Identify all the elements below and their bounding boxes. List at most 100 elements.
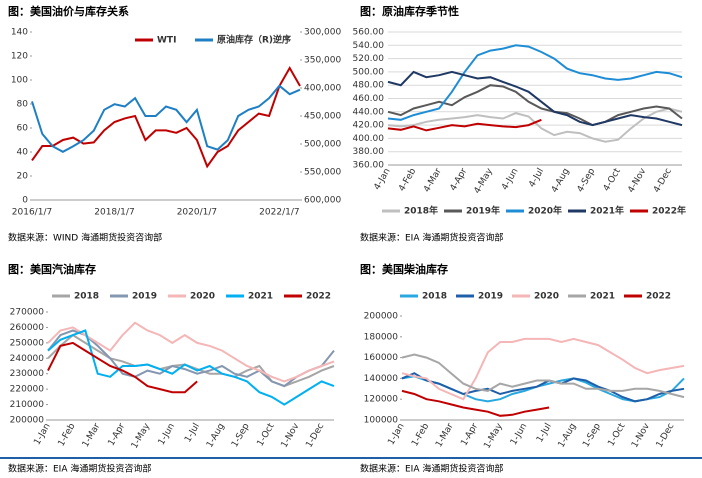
y2-tick-label: 600,000	[304, 196, 341, 206]
series-line	[31, 84, 301, 153]
y-tick-label: 210000	[10, 400, 45, 410]
y-tick-label: 230000	[10, 369, 45, 379]
legend-label: 2021	[590, 292, 615, 302]
y-tick-label: 20	[17, 172, 29, 182]
y-tick-label: 180000	[364, 332, 399, 342]
y-tick-label: 100000	[364, 416, 399, 426]
x-tick-label: 2022/1/7	[259, 208, 299, 218]
x-tick-label: 4-Aug	[550, 167, 572, 195]
x-tick-label: 4-Jan	[372, 167, 392, 192]
x-tick-label: 1-Apr	[459, 422, 480, 448]
x-tick-label: 1-Jul	[183, 422, 202, 445]
y-tick-label: 250000	[10, 338, 45, 348]
x-tick-label: 1-Jan	[32, 422, 52, 447]
y2-tick-label: 400,000	[304, 84, 341, 94]
y-tick-label: 420.00	[353, 121, 385, 131]
y-tick-label: 260000	[10, 323, 45, 333]
series-line	[47, 321, 335, 383]
source-note: 数据来源：EIA 海通期货投资咨询部	[360, 463, 503, 475]
y-tick-label: 520.00	[353, 54, 385, 64]
x-tick-label: 1-Feb	[57, 422, 78, 449]
chart-title: 图：美国汽油库存	[8, 262, 96, 276]
legend-label: 2019	[132, 292, 157, 302]
y-tick-label: 120000	[364, 395, 399, 405]
x-tick-label: 4-Feb	[397, 167, 418, 194]
y-tick-label: 500.00	[353, 67, 385, 77]
legend-label: 2018	[422, 292, 447, 302]
x-tick-label: 1-Aug	[557, 422, 579, 450]
x-tick-label: 4-Mar	[422, 167, 444, 195]
y-tick-label: 540.00	[353, 41, 385, 51]
x-tick-label: 4-Jul	[527, 167, 546, 190]
y-tick-label: 140000	[364, 374, 399, 384]
x-tick-label: 4-Apr	[449, 167, 470, 193]
y-tick-label: 270000	[10, 308, 45, 318]
chart-title: 图：美国柴油库存	[360, 262, 448, 276]
series-line	[387, 84, 683, 127]
x-tick-label: 1-Jan	[386, 422, 406, 447]
y2-tick-label: 450,000	[304, 112, 341, 122]
series-line	[387, 118, 542, 132]
x-tick-label: 1-Jun	[509, 422, 529, 447]
legend-label: WTI	[157, 36, 176, 46]
series-line	[47, 329, 335, 388]
x-tick-label: 1-May	[130, 421, 153, 450]
y-tick-label: 60	[17, 124, 29, 134]
y2-tick-label: 550,000	[304, 168, 341, 178]
y2-tick-label: 300,000	[304, 28, 341, 38]
legend-label: 2018年	[404, 205, 438, 217]
legend-label: 2019年	[466, 205, 500, 217]
x-tick-label: 2020/1/7	[177, 208, 217, 218]
x-tick-label: 1-May	[482, 421, 505, 450]
legend-label: 2020年	[528, 205, 562, 217]
source-note: 数据来源：EIA 海通期货投资咨询部	[8, 463, 151, 475]
legend-label: 原油库存（R)逆序	[217, 34, 291, 46]
legend-label: 2020	[534, 292, 559, 302]
x-tick-label: 1-Dec	[655, 422, 677, 450]
legend-label: 2022年	[652, 205, 686, 217]
series-line	[387, 44, 683, 121]
x-tick-label: 1-Nov	[630, 421, 652, 450]
series-line	[401, 372, 685, 403]
x-tick-label: 1-Jul	[535, 422, 554, 445]
x-tick-label: 1-Apr	[107, 422, 128, 448]
y-tick-label: 360.00	[353, 161, 385, 171]
x-tick-label: 4-Sep	[576, 167, 598, 195]
legend-label: 2022	[306, 292, 331, 302]
x-tick-label: 2016/1/7	[12, 208, 52, 218]
y-tick-label: 460.00	[353, 94, 385, 104]
y-tick-label: 120	[11, 52, 28, 62]
chart-title: 图：原油库存季节性	[360, 4, 459, 18]
x-tick-label: 1-Feb	[410, 422, 431, 449]
y-tick-label: 140	[11, 28, 28, 38]
legend-label: 2021	[248, 292, 273, 302]
series-line	[47, 329, 335, 406]
x-tick-label: 1-Oct	[256, 421, 277, 448]
y-tick-label: 160000	[364, 353, 399, 363]
series-line	[47, 341, 198, 394]
legend-label: 2019	[478, 292, 503, 302]
x-tick-label: 4-Jun	[500, 167, 520, 192]
x-tick-label: 4-May	[473, 166, 496, 195]
x-tick-label: 1-Aug	[205, 422, 227, 450]
y2-tick-label: 350,000	[304, 56, 341, 66]
x-tick-label: 1-Nov	[280, 421, 302, 450]
series-line	[387, 70, 683, 127]
source-note: 数据来源：WIND 海通期货投资咨询部	[8, 232, 162, 244]
y-tick-label: 440.00	[353, 107, 385, 117]
y-tick-label: 400.00	[353, 134, 385, 144]
legend-label: 2022	[646, 292, 671, 302]
series-line	[401, 353, 685, 399]
x-tick-label: 4-Oct	[602, 166, 623, 193]
legend-label: 2021年	[590, 205, 624, 217]
series-line	[401, 389, 550, 417]
x-tick-label: 1-Sep	[581, 422, 603, 450]
x-tick-label: 1-Jun	[157, 422, 177, 447]
x-tick-label: 1-Mar	[81, 422, 103, 450]
series-line	[31, 65, 301, 169]
y-tick-label: 0	[22, 196, 28, 206]
y-tick-label: 200000	[364, 312, 399, 322]
chart-title: 图：美国油价与库存关系	[8, 4, 129, 18]
x-tick-label: 1-Oct	[606, 421, 627, 448]
